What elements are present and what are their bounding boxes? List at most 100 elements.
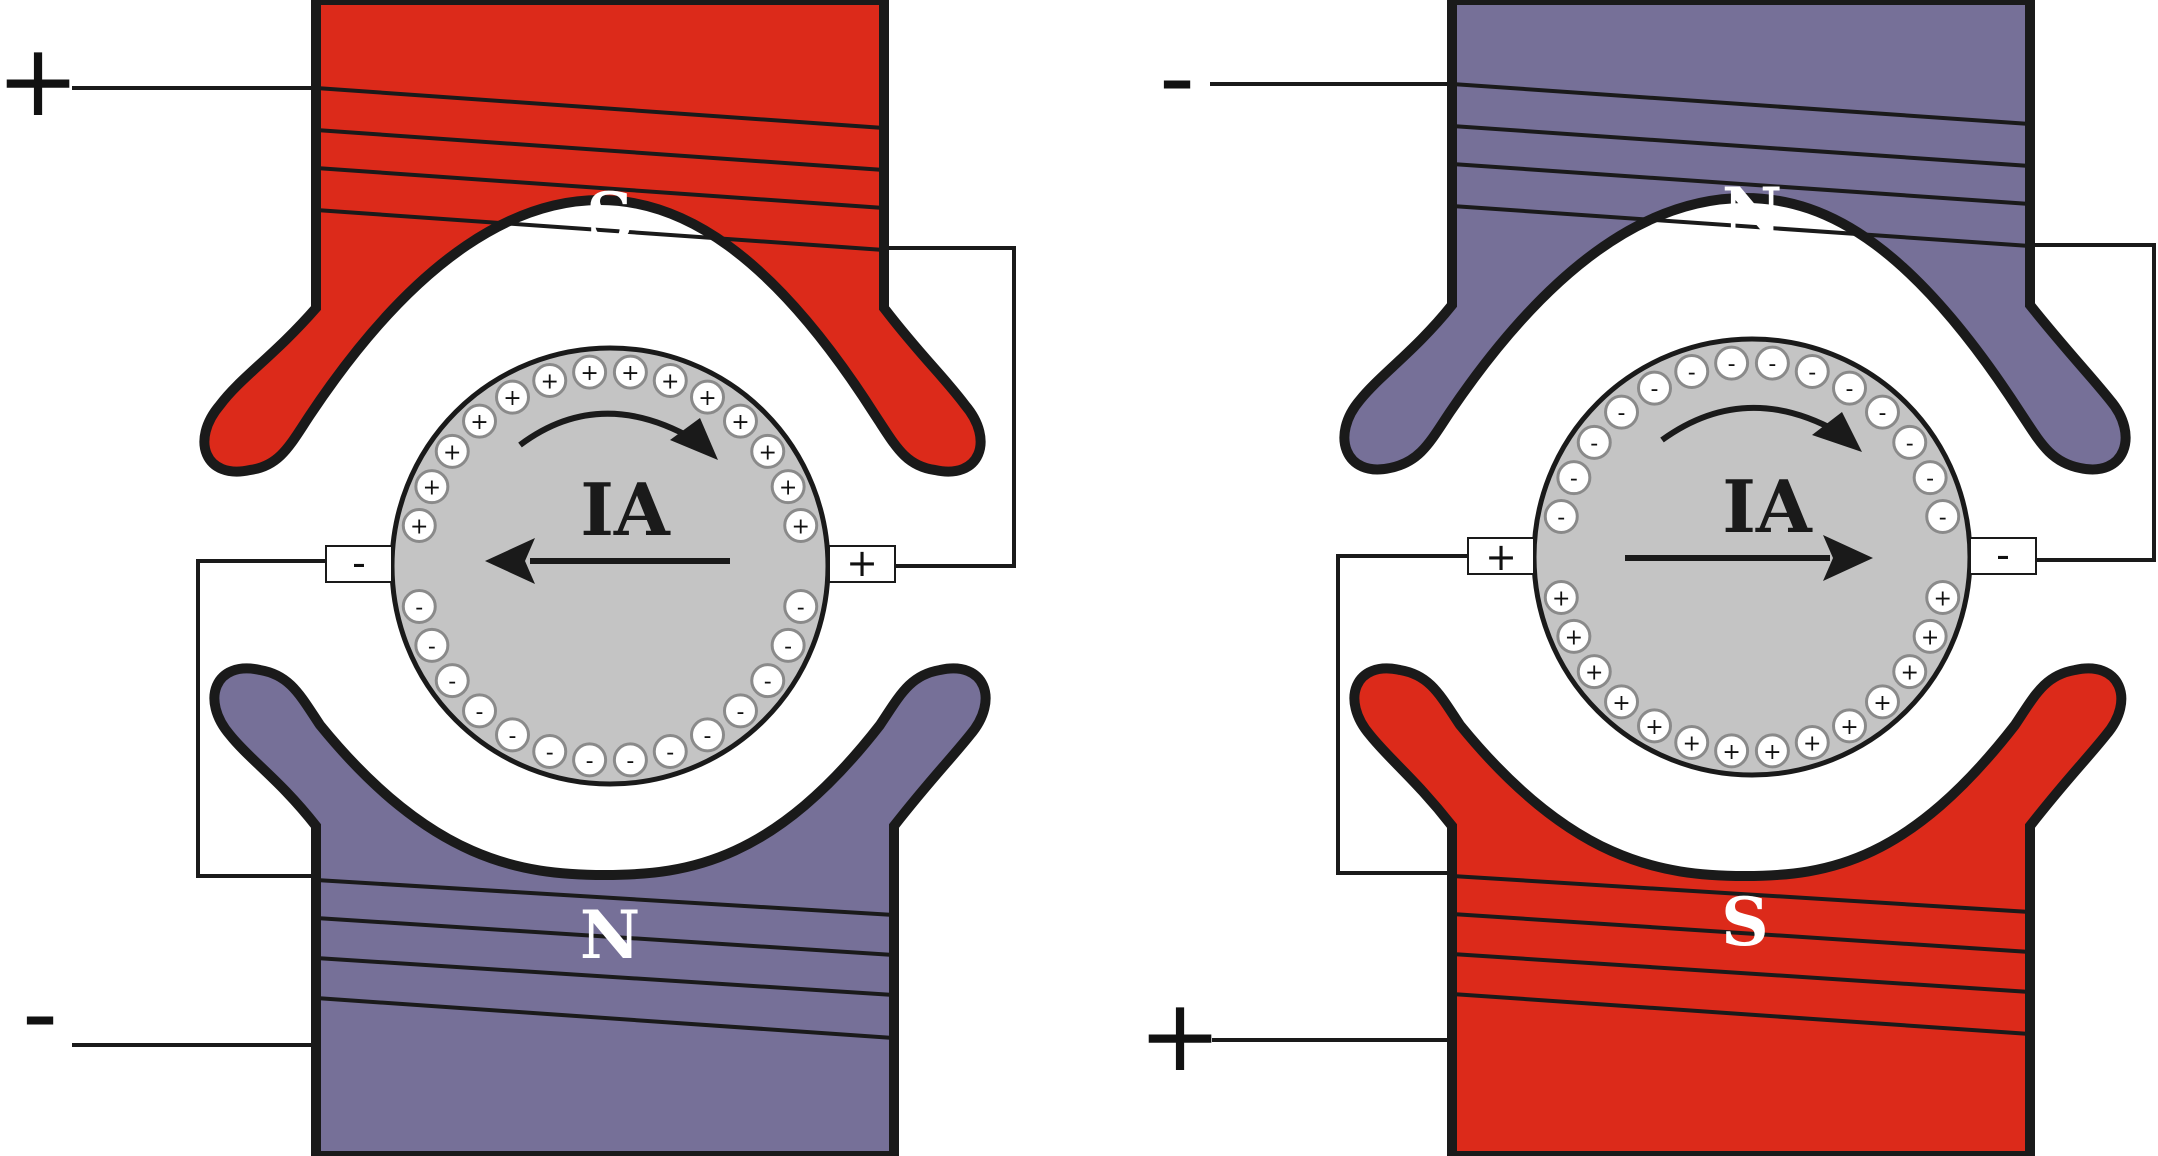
left-field-wire-left [196, 559, 326, 878]
right-conductor-sign: - [1618, 401, 1626, 426]
left-conductor [495, 379, 530, 415]
right-conductors: - ------++++++++++++++------ - [1543, 345, 1961, 769]
right-conductor-sign: - [1768, 352, 1776, 377]
left-top-pole-letter: S [586, 178, 634, 256]
right-bottom-terminal-sign: + [1138, 977, 1222, 1094]
right-conductor [1604, 684, 1640, 720]
left-machine: S N + ++++++--------------++++++ + IA - + … [0, 0, 1016, 1156]
left-bottom-coil [315, 878, 895, 1040]
right-conductor [1543, 580, 1579, 616]
left-conductor [532, 363, 568, 399]
left-conductor [532, 733, 568, 769]
left-conductor [770, 627, 806, 663]
left-bottom-terminal-sign: - [22, 955, 58, 1072]
right-conductor [1892, 654, 1928, 690]
right-conductor [1604, 394, 1640, 430]
left-brush-left-sign: - [352, 541, 366, 585]
left-conductor-sign: + [759, 440, 777, 465]
left-top-pole [199, 0, 986, 477]
left-conductor-sign: - [704, 724, 712, 749]
right-conductor-sign: - [1879, 401, 1887, 426]
right-conductor-sign: + [1612, 691, 1630, 716]
left-conductor [722, 693, 758, 729]
right-rotation-arrow [1660, 404, 1840, 443]
left-conductor-sign: - [764, 670, 772, 695]
left-conductor [612, 742, 648, 778]
right-conductor-sign: - [1926, 467, 1934, 492]
left-conductor-sign: + [541, 370, 559, 395]
right-conductor-sign: + [1763, 740, 1781, 765]
left-conductor [572, 742, 608, 778]
right-conductor [1714, 733, 1750, 769]
left-conductor [750, 433, 786, 469]
right-conductor [1543, 498, 1579, 534]
right-conductor-sign: - [1728, 352, 1736, 377]
right-bottom-coil [1451, 874, 2031, 1036]
right-conductor-sign: - [1808, 361, 1816, 386]
left-ia-label: IA [580, 467, 671, 552]
right-brush-right [1969, 537, 2037, 575]
left-conductor [462, 693, 498, 729]
right-conductor-sign: + [1934, 587, 1952, 612]
left-conductor-sign: - [546, 740, 554, 765]
left-conductor-sign: + [661, 370, 679, 395]
right-conductor-sign: - [1846, 377, 1854, 402]
left-conductor [434, 663, 470, 699]
right-brush-left [1467, 537, 1535, 575]
left-conductor [690, 379, 725, 415]
right-conductor [1892, 424, 1928, 460]
left-conductor [462, 403, 498, 439]
right-conductor [1754, 733, 1790, 769]
right-conductor [1864, 684, 1900, 720]
left-conductor-sign: - [666, 740, 674, 765]
right-conductor-sign: - [1570, 467, 1578, 492]
left-rotation-arrow [518, 410, 697, 448]
left-conductor [750, 663, 786, 699]
left-conductor [401, 589, 437, 625]
right-top-pole-letter: N [1722, 173, 1782, 251]
right-conductor [1912, 618, 1948, 654]
left-conductor-sign: + [470, 410, 488, 435]
left-brush-right [828, 545, 896, 583]
left-conductor [414, 469, 450, 505]
left-top-coil [315, 86, 885, 252]
right-conductor-sign: - [1651, 377, 1659, 402]
right-bottom-pole [1349, 663, 2127, 1156]
left-conductor-sign: - [737, 700, 745, 725]
right-conductor [1674, 354, 1710, 390]
right-conductor [1674, 724, 1710, 760]
right-conductor-sign: + [1901, 661, 1919, 686]
left-conductor [722, 403, 758, 439]
left-conductor [401, 507, 437, 543]
right-machine: N S - ------++++++++++++++------ - IA + - … [1138, 0, 2156, 1156]
right-conductor [1556, 460, 1592, 496]
left-conductor [572, 354, 608, 390]
left-conductor [783, 507, 819, 543]
right-brush-right-sign: - [1996, 533, 2010, 577]
right-conductor-sign: + [1645, 715, 1663, 740]
left-conductor-sign: - [428, 634, 436, 659]
left-conductor [495, 717, 530, 753]
left-conductor-sign: - [415, 596, 423, 621]
right-conductor-sign: - [1557, 505, 1565, 530]
right-conductor [1832, 370, 1867, 406]
left-conductor-sign: + [423, 476, 441, 501]
left-conductor [690, 717, 725, 753]
left-bottom-pole-letter: N [580, 896, 640, 974]
right-conductor [1637, 708, 1672, 744]
left-conductor-sign: + [731, 410, 749, 435]
left-conductor-sign: - [476, 700, 484, 725]
left-conductor-sign: - [586, 749, 594, 774]
right-brush-left-sign: + [1485, 535, 1517, 579]
right-top-terminal-sign: - [1159, 19, 1195, 136]
right-conductor-sign: - [1590, 431, 1598, 456]
right-rotation-arrowhead [1812, 412, 1862, 452]
left-conductor-sign: - [448, 670, 456, 695]
left-bottom-pole [209, 663, 991, 1156]
left-conductor-sign: + [792, 514, 810, 539]
right-conductor [1794, 724, 1830, 760]
right-conductor [1912, 460, 1948, 496]
right-conductor-sign: + [1585, 661, 1603, 686]
right-conductor-sign: - [1906, 431, 1914, 456]
left-brush-left [325, 545, 393, 583]
